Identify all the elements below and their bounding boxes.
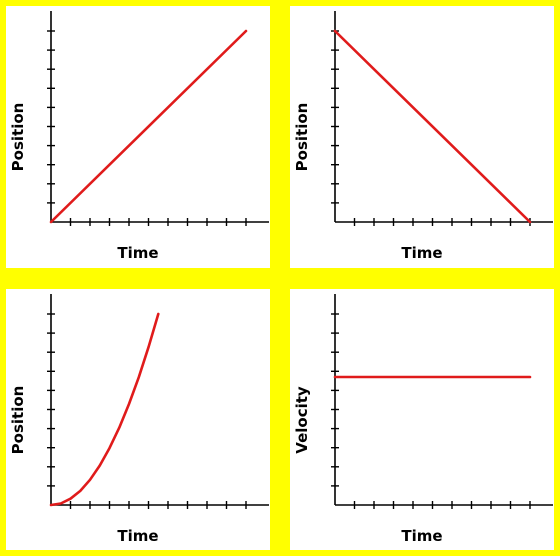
chart-panel-4: Time Velocity: [290, 289, 554, 550]
series-line: [49, 29, 248, 224]
y-axis-label: Position: [9, 102, 27, 172]
chart-panel-1: Time Position: [6, 6, 270, 268]
x-axis-label: Time: [401, 244, 443, 262]
chart-plot-1: [47, 11, 269, 226]
chart-plot-4: [331, 294, 553, 509]
chart-panel-3: Time Position: [6, 289, 270, 550]
chart-plot-2: [331, 11, 553, 226]
x-axis-label: Time: [117, 244, 159, 262]
y-axis-label: Velocity: [293, 386, 311, 454]
chart-panel-2: Time Position: [290, 6, 554, 268]
series-line: [333, 29, 532, 224]
x-axis-label: Time: [401, 527, 443, 545]
y-axis-label: Position: [293, 102, 311, 172]
y-axis-label: Position: [9, 385, 27, 455]
chart-plot-3: [47, 294, 269, 509]
series-line: [49, 312, 160, 507]
x-axis-label: Time: [117, 527, 159, 545]
